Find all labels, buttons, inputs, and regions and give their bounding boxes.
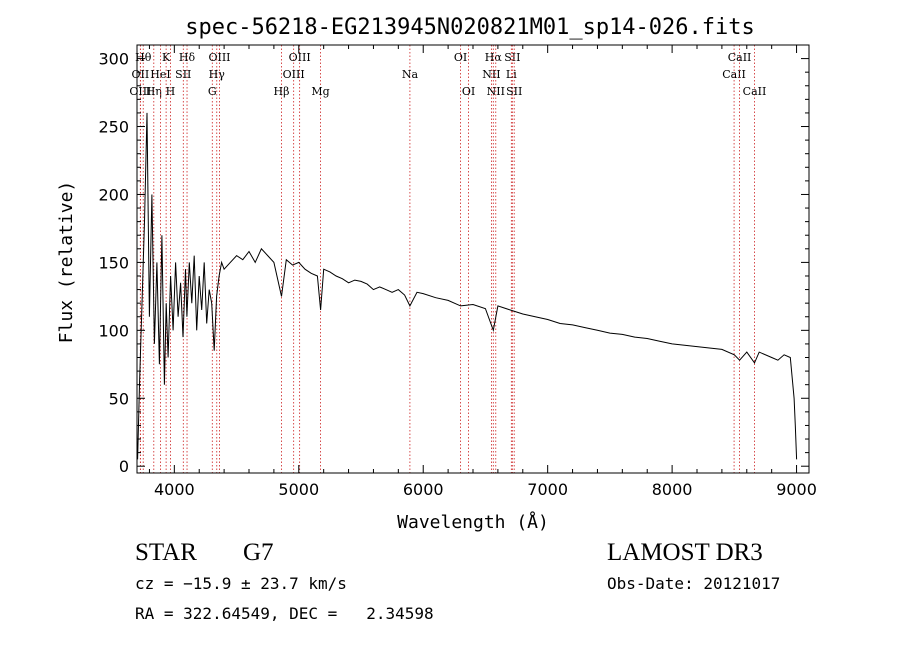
line-label-27: CaII [743,85,767,98]
x-tick-label-3: 7000 [527,480,568,499]
spectrum-series [137,112,798,460]
line-label-6: H [166,85,176,98]
line-label-5: K [162,51,171,64]
redshift-cz: cz = −15.9 ± 23.7 km/s [135,574,347,593]
line-label-19: NII [482,68,500,81]
object-class: STAR [135,539,197,566]
line-label-0: Hθ [135,51,152,64]
line-label-15: Mg [311,85,329,98]
line-label-26: CaII [728,51,752,64]
survey-name: LAMOST DR3 [607,539,763,566]
line-label-16: Na [402,68,419,81]
y-tick-label-6: 300 [98,50,129,69]
line-label-17: OI [454,51,467,64]
line-label-25: CaII [722,68,746,81]
x-tick-label-5: 9000 [776,480,817,499]
x-tick-label-1: 5000 [278,480,319,499]
line-label-24: SII [506,85,522,98]
line-label-23: SII [504,51,520,64]
plot-frame [136,44,810,474]
line-label-9: G [208,85,217,98]
line-markers: HθOIIOIIIHηHeIKHSIIHδGHγOIIIHβOIIIOIIIMg… [129,45,766,473]
y-axis-label: Flux (relative) [56,181,77,344]
y-tick-label-3: 150 [98,253,129,272]
y-tick-label-2: 100 [98,321,129,340]
line-label-4: HeI [150,68,170,81]
line-label-14: OIII [289,51,311,64]
line-label-21: NII [487,85,505,98]
line-label-12: Hβ [274,85,290,98]
chart-title: spec-56218-EG213945N020821M01_sp14-026.f… [185,15,755,40]
spectrum-line [137,112,798,460]
y-tick-label-5: 250 [98,118,129,137]
line-label-22: Li [506,68,517,81]
line-label-18: OI [462,85,475,98]
line-label-11: OIII [208,51,230,64]
line-label-3: Hη [146,85,162,98]
coordinates: RA = 322.64549, DEC = 2.34598 [135,604,434,623]
line-label-7: SII [175,68,191,81]
x-tick-label-4: 8000 [652,480,693,499]
spectrum-chart: spec-56218-EG213945N020821M01_sp14-026.f… [56,15,817,533]
x-tick-label-2: 6000 [403,480,444,499]
line-label-10: Hγ [209,68,226,81]
line-label-2: OIII [129,85,151,98]
y-tick-label-4: 200 [98,185,129,204]
line-label-8: Hδ [179,51,196,64]
x-axis-label: Wavelength (Å) [397,511,549,533]
y-tick-label-1: 50 [109,389,129,408]
object-subclass: G7 [243,539,274,566]
x-tick-label-0: 4000 [154,480,195,499]
y-tick-label-0: 0 [119,457,129,476]
y-axis: 0 50 100 150 200 250 300 [98,50,809,476]
line-label-20: Hα [485,51,503,64]
x-axis: 4000 5000 6000 7000 8000 9000 [148,45,817,499]
line-label-13: OIII [283,68,305,81]
obs-date: Obs-Date: 20121017 [607,574,781,593]
